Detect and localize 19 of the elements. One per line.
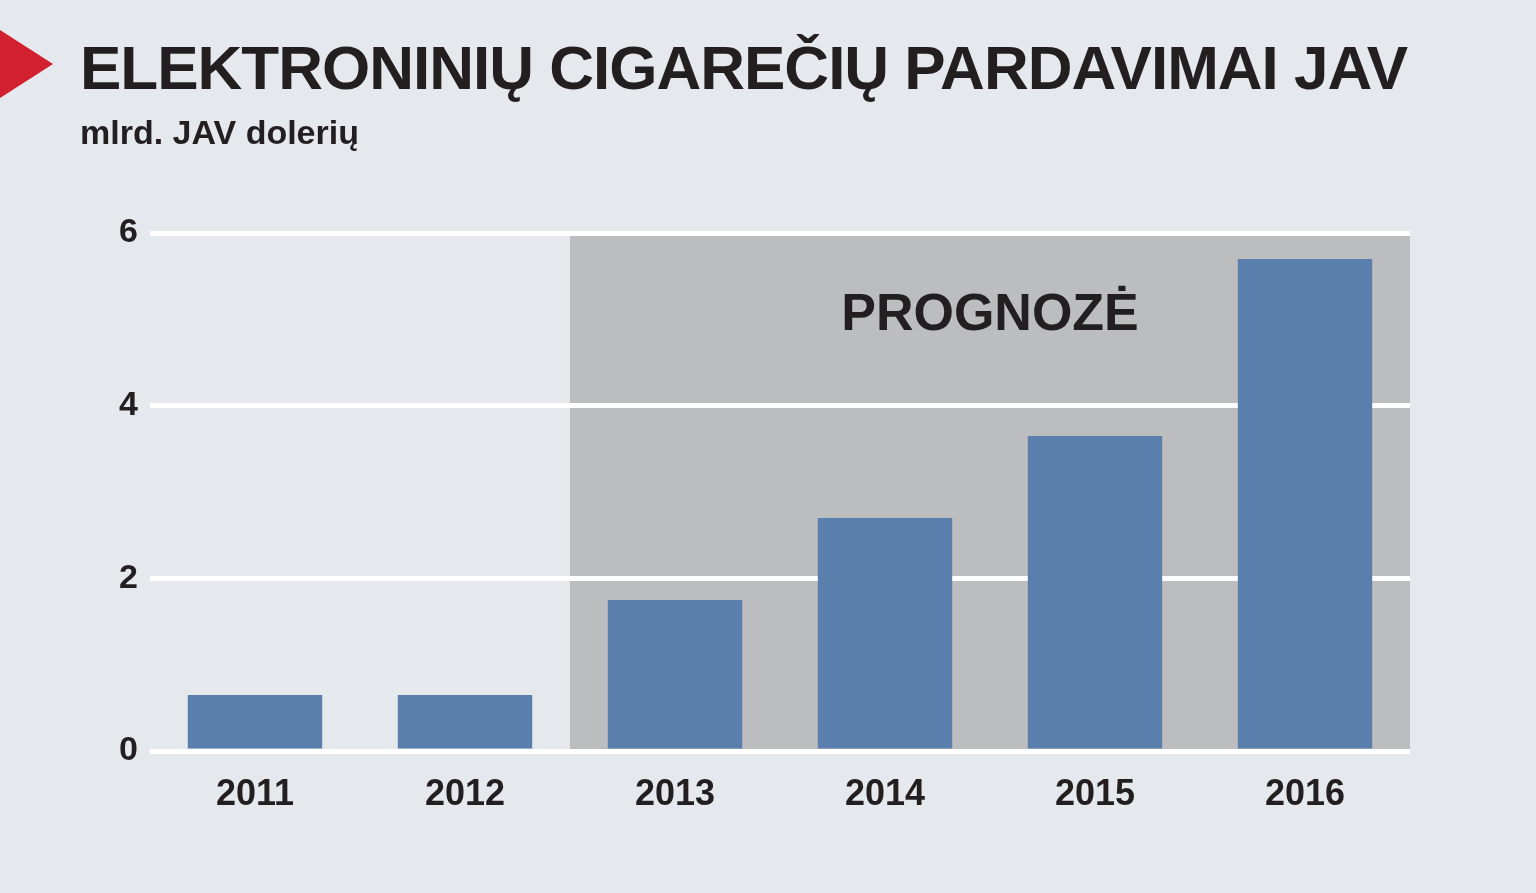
x-tick-label: 2014 (844, 771, 926, 813)
x-tick-label: 2011 (215, 771, 295, 813)
chart-title: ELEKTRONINIŲ CIGAREČIŲ PARDAVIMAI JAV (80, 32, 1408, 104)
x-tick-label: 2015 (1054, 771, 1136, 813)
x-tick-label: 2013 (634, 771, 716, 813)
y-tick-label: 6 (119, 211, 138, 250)
y-tick-label: 4 (119, 384, 139, 423)
y-tick-label: 0 (119, 729, 138, 768)
bar (1237, 258, 1373, 749)
chart-subtitle: mlrd. JAV dolerių (80, 112, 359, 153)
y-tick-label: 2 (119, 556, 138, 595)
band-label: PROGNOZĖ (841, 283, 1139, 342)
bar (397, 694, 533, 749)
bar (817, 517, 953, 749)
bar (1027, 435, 1163, 749)
bar (187, 694, 323, 749)
x-tick-label: 2012 (424, 771, 506, 813)
bar (607, 599, 743, 749)
x-tick-label: 2016 (1264, 771, 1346, 813)
